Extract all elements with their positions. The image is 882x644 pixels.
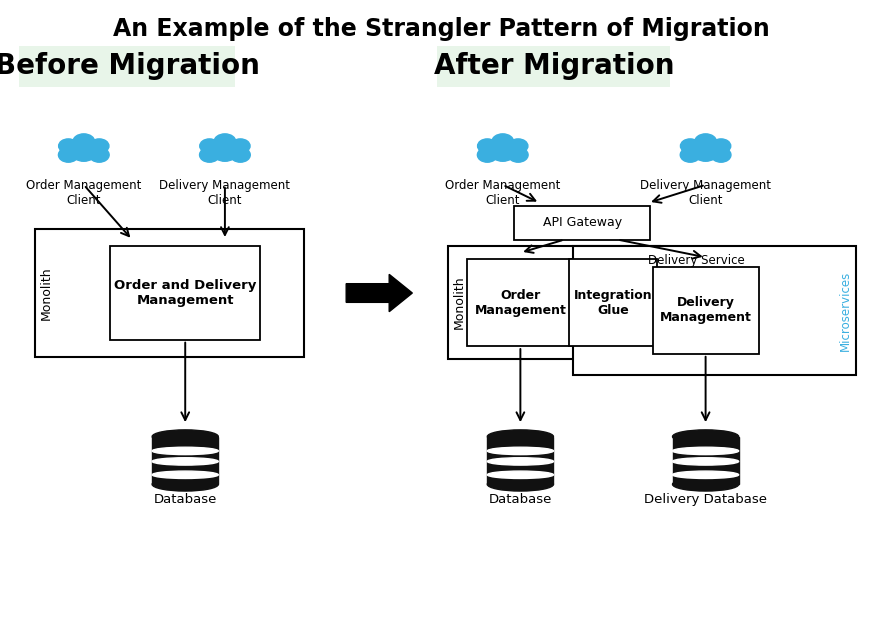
Ellipse shape xyxy=(672,430,739,443)
Text: Delivery Service: Delivery Service xyxy=(648,254,745,267)
Ellipse shape xyxy=(508,147,528,162)
Ellipse shape xyxy=(711,139,731,153)
Ellipse shape xyxy=(199,139,220,153)
Ellipse shape xyxy=(672,458,739,465)
Ellipse shape xyxy=(199,147,220,162)
Text: Order and Delivery
Management: Order and Delivery Management xyxy=(114,279,257,307)
FancyBboxPatch shape xyxy=(19,46,235,87)
Ellipse shape xyxy=(487,478,554,491)
Ellipse shape xyxy=(58,147,78,162)
Text: Monolith: Monolith xyxy=(453,276,466,330)
FancyBboxPatch shape xyxy=(110,247,260,340)
Ellipse shape xyxy=(89,139,109,153)
Text: Database: Database xyxy=(153,493,217,506)
Ellipse shape xyxy=(58,139,78,153)
Text: Before Migration: Before Migration xyxy=(0,52,259,80)
Ellipse shape xyxy=(680,139,700,153)
Text: Order Management
Client: Order Management Client xyxy=(26,179,141,207)
Text: Delivery Management
Client: Delivery Management Client xyxy=(640,179,771,207)
Ellipse shape xyxy=(153,447,219,455)
Text: Database: Database xyxy=(489,493,552,506)
FancyBboxPatch shape xyxy=(513,206,651,240)
Ellipse shape xyxy=(711,147,731,162)
Ellipse shape xyxy=(508,139,528,153)
FancyBboxPatch shape xyxy=(653,267,759,354)
Ellipse shape xyxy=(213,144,237,161)
FancyBboxPatch shape xyxy=(448,247,660,359)
Ellipse shape xyxy=(153,430,219,443)
Ellipse shape xyxy=(71,144,96,161)
Text: Delivery
Management: Delivery Management xyxy=(660,296,751,325)
Ellipse shape xyxy=(153,478,219,491)
Ellipse shape xyxy=(693,144,718,161)
FancyBboxPatch shape xyxy=(573,246,856,375)
Ellipse shape xyxy=(230,139,250,153)
Ellipse shape xyxy=(487,458,554,465)
FancyBboxPatch shape xyxy=(152,437,219,484)
Text: Delivery Management
Client: Delivery Management Client xyxy=(160,179,290,207)
Polygon shape xyxy=(346,274,412,312)
Ellipse shape xyxy=(490,144,515,161)
Ellipse shape xyxy=(492,134,513,150)
FancyBboxPatch shape xyxy=(437,46,670,87)
Text: Monolith: Monolith xyxy=(41,266,53,320)
Ellipse shape xyxy=(153,458,219,465)
Ellipse shape xyxy=(672,447,739,455)
Text: Delivery Database: Delivery Database xyxy=(644,493,767,506)
FancyBboxPatch shape xyxy=(569,259,657,346)
Ellipse shape xyxy=(672,478,739,491)
FancyBboxPatch shape xyxy=(467,259,573,346)
FancyBboxPatch shape xyxy=(673,437,739,484)
Ellipse shape xyxy=(680,147,700,162)
Ellipse shape xyxy=(89,147,109,162)
Ellipse shape xyxy=(695,134,716,150)
Text: Integration
Glue: Integration Glue xyxy=(573,289,653,317)
Ellipse shape xyxy=(477,147,497,162)
Ellipse shape xyxy=(487,471,554,478)
Text: Order Management
Client: Order Management Client xyxy=(445,179,560,207)
Ellipse shape xyxy=(487,447,554,455)
Text: After Migration: After Migration xyxy=(434,52,674,80)
Ellipse shape xyxy=(73,134,94,150)
Text: An Example of the Strangler Pattern of Migration: An Example of the Strangler Pattern of M… xyxy=(113,17,769,41)
Ellipse shape xyxy=(487,430,554,443)
Ellipse shape xyxy=(153,471,219,478)
Text: Microservices: Microservices xyxy=(839,270,851,350)
FancyBboxPatch shape xyxy=(35,229,304,357)
Ellipse shape xyxy=(672,471,739,478)
FancyBboxPatch shape xyxy=(487,437,554,484)
Ellipse shape xyxy=(230,147,250,162)
Text: API Gateway: API Gateway xyxy=(542,216,622,229)
Ellipse shape xyxy=(477,139,497,153)
Text: Order
Management: Order Management xyxy=(475,289,566,317)
Ellipse shape xyxy=(214,134,235,150)
